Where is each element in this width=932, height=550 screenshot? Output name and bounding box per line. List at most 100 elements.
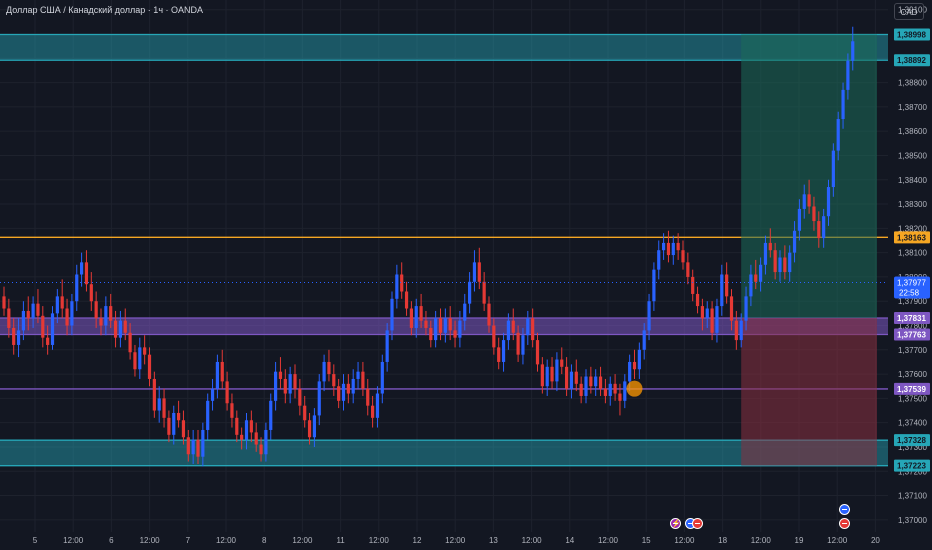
candle-body	[846, 60, 850, 90]
candle-body	[371, 405, 375, 418]
candle-body	[341, 383, 346, 401]
candle-body	[497, 347, 501, 362]
candle-body	[424, 320, 428, 328]
candle-body	[201, 429, 205, 457]
time-tick-label: 12:00	[751, 536, 772, 545]
price-tick-label: 1,38300	[898, 200, 927, 209]
candle-body	[288, 374, 292, 394]
level-price-tag	[894, 382, 930, 395]
candle-body	[31, 303, 35, 319]
time-tick-label: 20	[871, 536, 880, 545]
candle-body	[652, 269, 656, 302]
candle-body	[322, 361, 326, 382]
candle-body	[332, 374, 336, 387]
price-axis[interactable]: 1,391001,390001,389001,388001,387001,386…	[888, 0, 932, 550]
candle-body	[220, 361, 224, 382]
candle-body	[603, 388, 607, 396]
candle-body	[94, 301, 98, 319]
level-price-tag	[894, 54, 930, 67]
candle-body	[75, 274, 79, 302]
candle-body	[817, 221, 821, 239]
time-axis-background	[0, 532, 932, 550]
long-position-tool[interactable]	[741, 34, 877, 466]
level-price-label: 1,38998	[897, 30, 926, 39]
candle-body	[215, 361, 219, 389]
candle-body	[400, 274, 404, 292]
time-tick-label: 12:00	[63, 536, 84, 545]
candlestick-series	[2, 26, 855, 467]
candle-body	[550, 366, 554, 382]
candle-body	[293, 374, 297, 389]
candle-body	[327, 361, 331, 375]
candle-body	[759, 264, 763, 282]
candle-body	[773, 250, 777, 273]
candle-body	[375, 393, 380, 418]
candle-body	[429, 327, 433, 341]
candle-body	[21, 310, 25, 331]
candle-body	[691, 276, 695, 294]
candle-body	[695, 293, 700, 307]
candle-body	[249, 420, 253, 433]
canada-flag-icon[interactable]	[839, 518, 850, 529]
candle-body	[244, 420, 249, 440]
candle-body	[172, 412, 176, 435]
candle-body	[453, 330, 457, 338]
time-tick-label: 15	[642, 536, 651, 545]
candle-body	[143, 347, 147, 355]
candle-body	[283, 378, 287, 394]
level-price-label: 1,37831	[897, 314, 926, 323]
symbol-title[interactable]: Доллар США / Канадский доллар · 1ч · OAN…	[6, 5, 204, 15]
time-tick-label: 12	[413, 536, 422, 545]
candle-body	[778, 257, 782, 273]
candle-body	[80, 262, 84, 275]
canada-flag-icon[interactable]	[692, 518, 703, 529]
candle-body	[637, 349, 641, 370]
candle-body	[710, 308, 714, 333]
candle-body	[613, 383, 617, 394]
price-tick-label: 1,38100	[898, 249, 927, 258]
signal-marker	[626, 380, 643, 397]
time-axis[interactable]: 5 12:00 6 12:00 7 12:00 8 12:00 11 12:00 12 12:00 13…	[0, 532, 932, 550]
candle-body	[594, 376, 598, 387]
candle-body	[501, 340, 506, 362]
candle-body	[186, 437, 190, 455]
candle-body	[628, 361, 632, 382]
candle-body	[608, 383, 612, 396]
candle-body	[104, 306, 108, 326]
candle-body	[84, 262, 89, 285]
candle-body	[2, 296, 6, 309]
lightning-event-icon[interactable]: ⚡	[670, 518, 681, 529]
current-price-label: 1,37977	[897, 279, 926, 288]
price-tick-label: 1,37100	[898, 492, 927, 501]
candle-body	[41, 315, 45, 338]
us-flag-icon[interactable]	[839, 504, 850, 515]
candle-body	[395, 274, 399, 299]
candle-body	[831, 150, 835, 188]
candle-body	[729, 296, 734, 321]
time-tick-label: 8	[262, 536, 267, 545]
time-tick-label: 12:00	[292, 536, 313, 545]
candle-body	[768, 242, 772, 251]
candle-body	[26, 310, 30, 319]
candle-body	[521, 335, 525, 355]
candle-body	[797, 208, 801, 231]
price-tick-label: 1,37200	[898, 467, 927, 476]
candle-body	[841, 89, 845, 120]
candle-body	[307, 420, 312, 438]
candle-body	[240, 434, 244, 440]
candle-body	[506, 320, 510, 341]
candle-body	[836, 119, 840, 151]
currency-button[interactable]: CAD	[894, 3, 924, 20]
candle-body	[477, 262, 481, 282]
candle-body	[46, 337, 50, 345]
candle-body	[99, 318, 103, 326]
time-tick-label: 14	[565, 536, 574, 545]
zone-support	[0, 440, 888, 466]
candle-body	[419, 306, 423, 321]
candle-body	[647, 301, 651, 331]
candle-body	[113, 320, 118, 338]
price-tick-label: 1,37900	[898, 297, 927, 306]
price-tick-label: 1,38400	[898, 176, 927, 185]
candle-body	[278, 371, 283, 379]
